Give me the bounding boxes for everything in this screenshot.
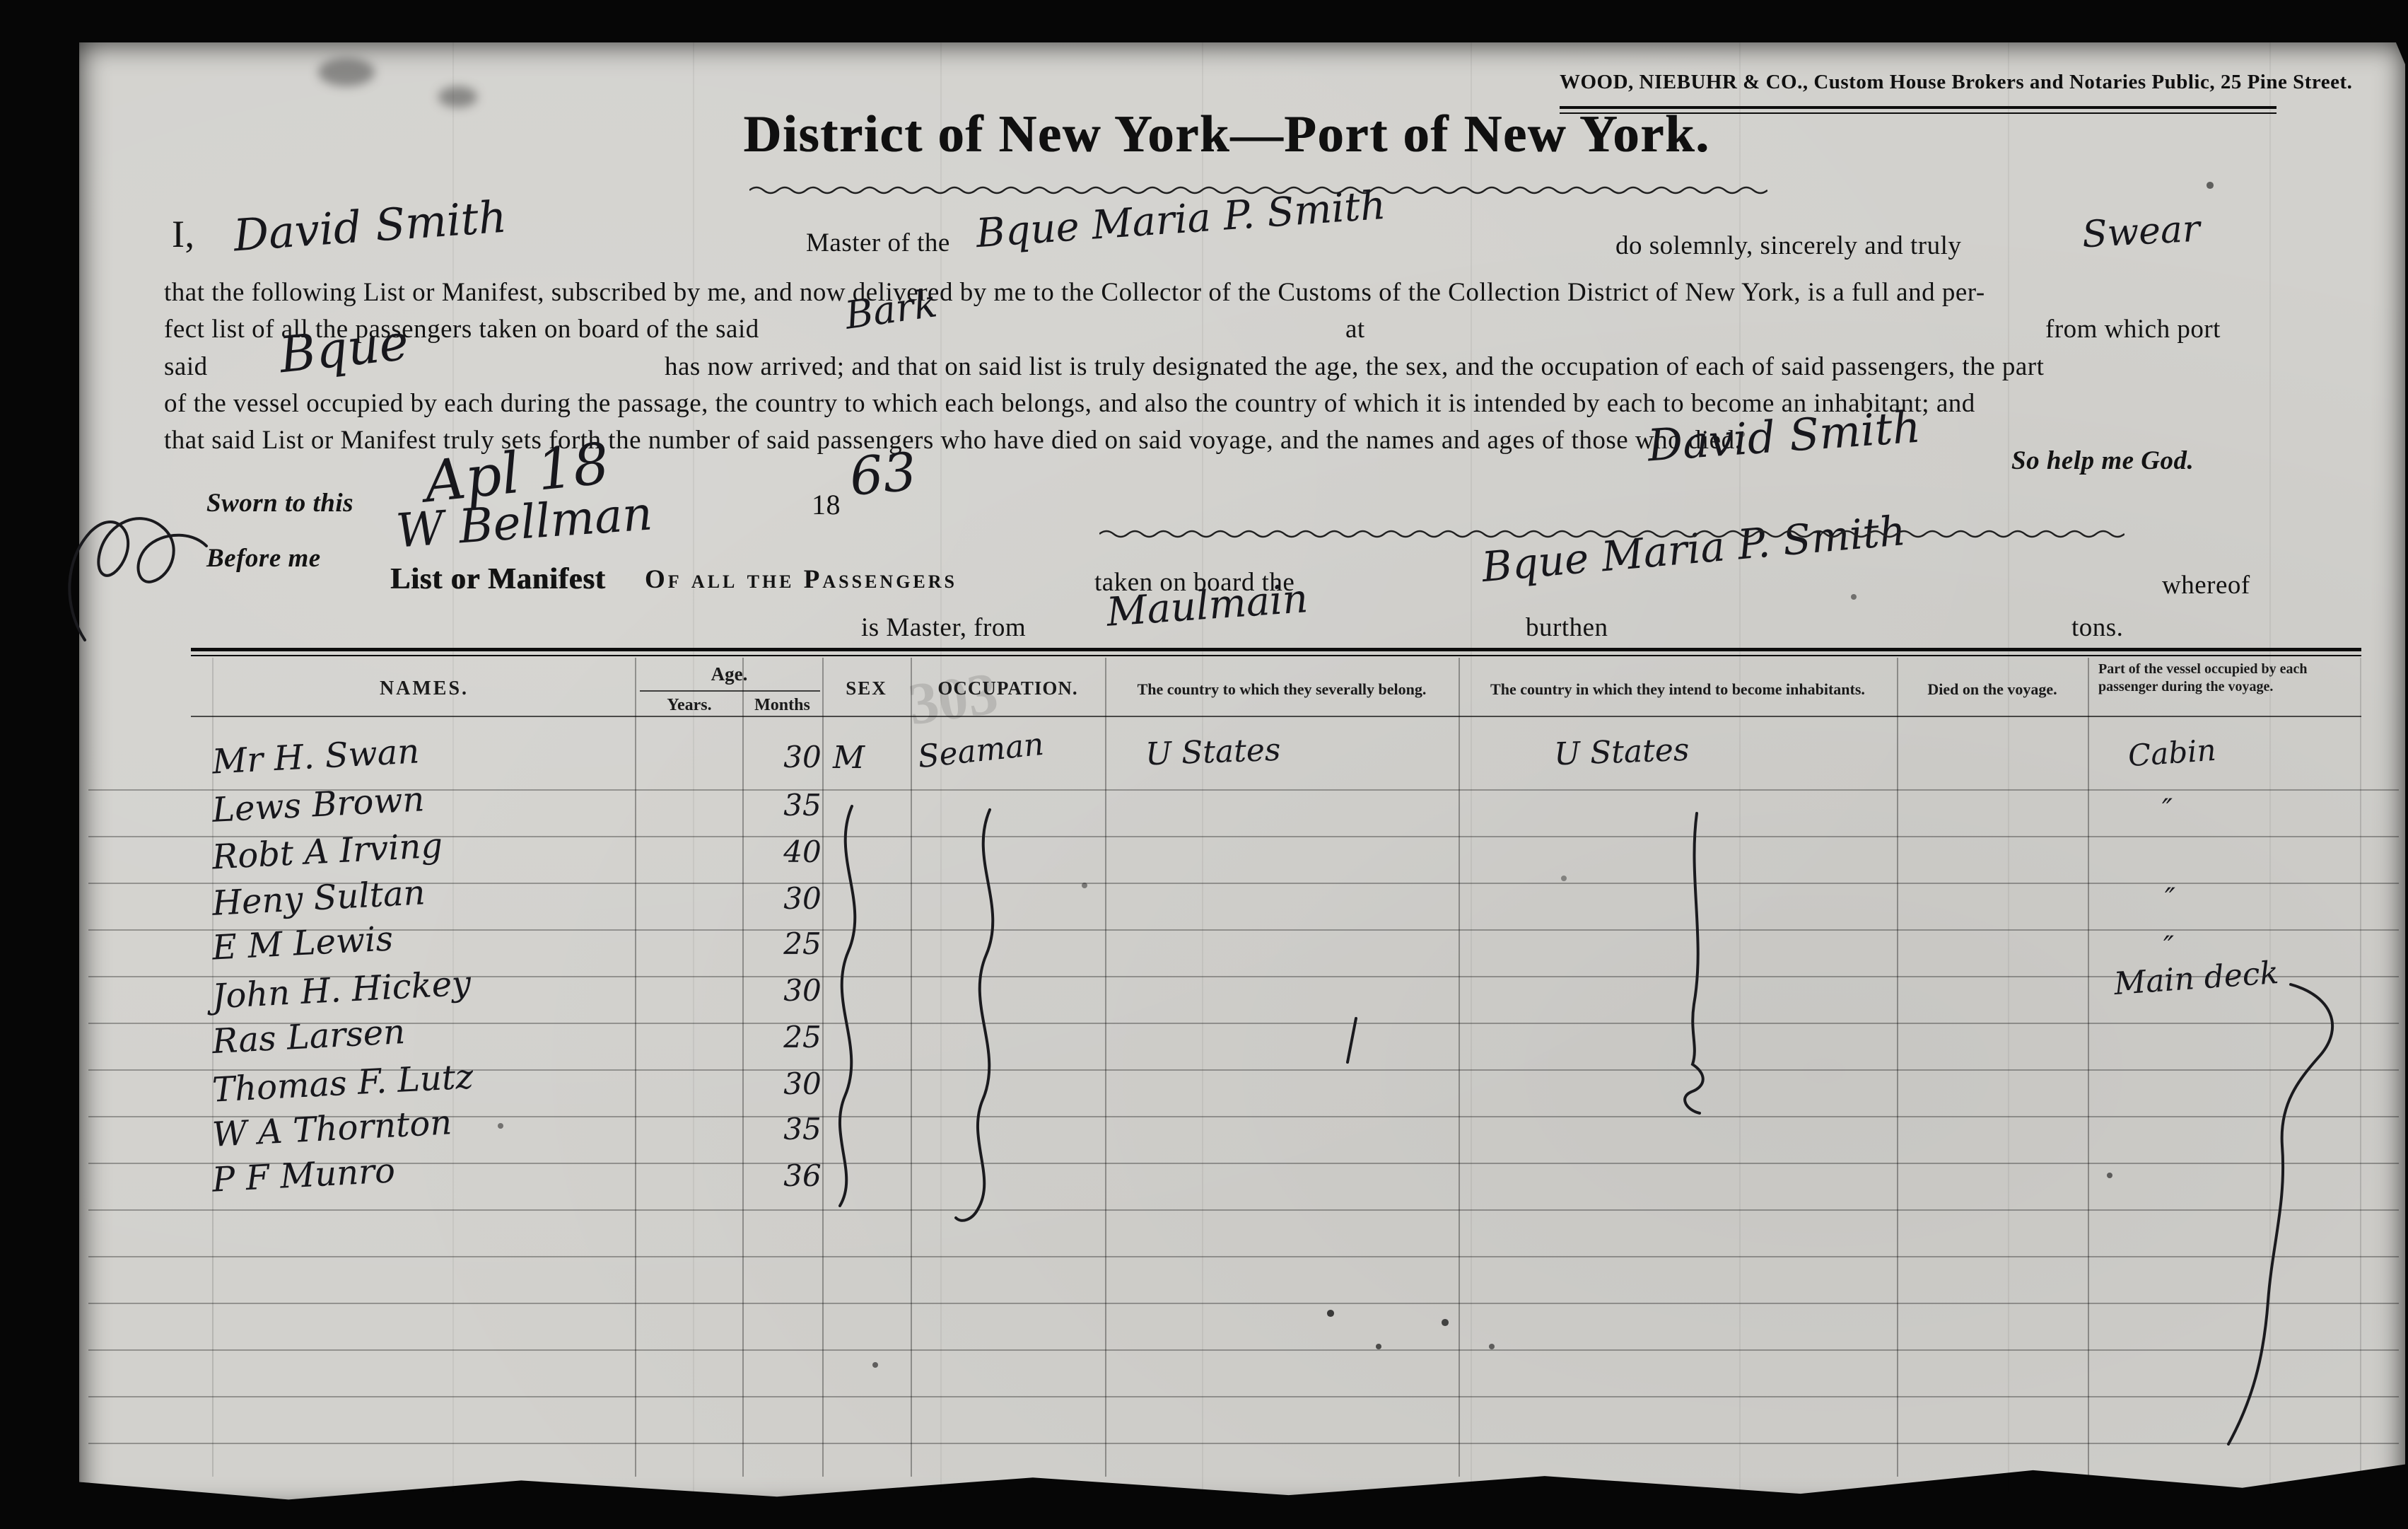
squiggle-divider — [749, 186, 1767, 194]
year-prefix: 18 — [812, 489, 841, 521]
scan-streak — [1739, 42, 1741, 1492]
header-names: NAMES. — [379, 678, 469, 699]
list-or-manifest-label: List or Manifest — [390, 563, 606, 595]
so-help-me-god: So help me God. — [2011, 446, 2194, 475]
passenger-country-inhabitant: U States — [1553, 731, 1690, 773]
oath-line4: has now arrived; and that on said list i… — [665, 352, 2045, 381]
header-sex: SEX — [846, 678, 887, 699]
column-divider — [1897, 658, 1898, 1477]
oath-line2: that the following List or Manifest, sub… — [164, 278, 1985, 307]
column-divider — [911, 658, 912, 1477]
header-inhabitants: The country in which they intend to beco… — [1490, 680, 1865, 698]
vessel-part-entry: Cabin — [2127, 732, 2218, 774]
paper-sheet — [79, 42, 2405, 1500]
is-master-from: is Master, from — [861, 613, 1027, 642]
sworn-to-this: Sworn to this — [206, 489, 354, 518]
scan-streak — [452, 42, 454, 1492]
passenger-age-years: 25 — [783, 1020, 822, 1054]
before-me: Before me — [206, 544, 321, 573]
ditto-mark: ″ — [2163, 931, 2174, 963]
ruled-lines — [88, 744, 2399, 1458]
oath-line3: fect list of all the passengers taken on… — [164, 315, 759, 344]
column-divider — [2360, 658, 2361, 1477]
tons: tons. — [2071, 613, 2124, 642]
scan-streak — [940, 42, 942, 1492]
header-died: Died on the voyage. — [1927, 680, 2057, 698]
passenger-age-years: 36 — [783, 1158, 822, 1193]
column-divider — [1459, 658, 1460, 1477]
header-months: Months — [754, 696, 810, 714]
of-all-passengers: Of all the Passengers — [645, 565, 957, 594]
scan-streak — [2269, 42, 2271, 1492]
column-divider — [822, 658, 824, 1477]
stamp-underline — [1560, 106, 2277, 109]
column-divider — [742, 658, 744, 1477]
column-divider — [212, 658, 214, 1477]
passenger-age-years: 35 — [783, 1112, 822, 1146]
table-top-rule-thin — [191, 655, 2361, 656]
column-divider — [635, 658, 636, 1477]
ditto-mark: ″ — [2162, 793, 2173, 826]
header-years: Years. — [667, 696, 712, 714]
oath-do-solemnly: do solemnly, sincerely and truly — [1615, 231, 1962, 260]
passenger-age-years: 30 — [783, 1066, 822, 1101]
passenger-age-years: 25 — [783, 926, 822, 961]
scan-streak — [693, 42, 694, 1492]
ink-smudge — [318, 58, 375, 86]
passenger-age-years: 30 — [783, 973, 822, 1008]
passenger-age-years: 30 — [783, 740, 822, 774]
header-age: Age. — [711, 663, 748, 685]
scan-streak — [1471, 42, 1472, 1492]
passenger-sex: M — [833, 740, 865, 776]
squiggle-divider — [1099, 530, 2124, 538]
year-handwritten: 63 — [847, 441, 919, 508]
ink-smudge — [438, 86, 477, 107]
oath-said: said — [164, 352, 208, 381]
oath-master-of-the: Master of the — [806, 228, 950, 257]
column-divider — [1105, 658, 1106, 1477]
scan-streak — [1202, 42, 1203, 1492]
oath-from-which-port: from which port — [2045, 315, 2221, 344]
column-divider — [2088, 658, 2089, 1477]
oath-at: at — [1345, 315, 1365, 344]
burthen: burthen — [1526, 613, 1608, 642]
document-title: District of New York—Port of New York. — [743, 105, 1710, 163]
whereof: whereof — [2162, 571, 2250, 600]
oath-line5: of the vessel occupied by each during th… — [164, 389, 1975, 418]
header-belong: The country to which they severally belo… — [1137, 680, 1427, 698]
age-subheader-rule — [640, 690, 820, 692]
header-vessel-part: Part of the vessel occupied by each pass… — [2098, 661, 2308, 694]
oath-line6: that said List or Manifest truly sets fo… — [164, 426, 1742, 455]
scan-streak — [2008, 42, 2009, 1492]
oath-word-handwritten: Swear — [2081, 207, 2202, 257]
header-bottom-rule — [191, 716, 2361, 717]
stamp-underline-thin — [1560, 112, 2277, 114]
passenger-age-years: 40 — [783, 835, 822, 869]
passenger-age-years: 30 — [783, 881, 822, 916]
ditto-mark: ″ — [2165, 883, 2175, 915]
table-top-rule — [191, 648, 2361, 651]
taken-on-board: taken on board the — [1094, 568, 1295, 597]
header-occupation: OCCUPATION. — [937, 678, 1078, 699]
passenger-country-belong: U States — [1145, 731, 1282, 773]
dust-specks — [0, 0, 3, 3]
broker-stamp: WOOD, NIEBUHR & CO., Custom House Broker… — [1560, 71, 2353, 93]
passenger-age-years: 35 — [783, 788, 822, 822]
oath-i: I, — [172, 213, 195, 255]
